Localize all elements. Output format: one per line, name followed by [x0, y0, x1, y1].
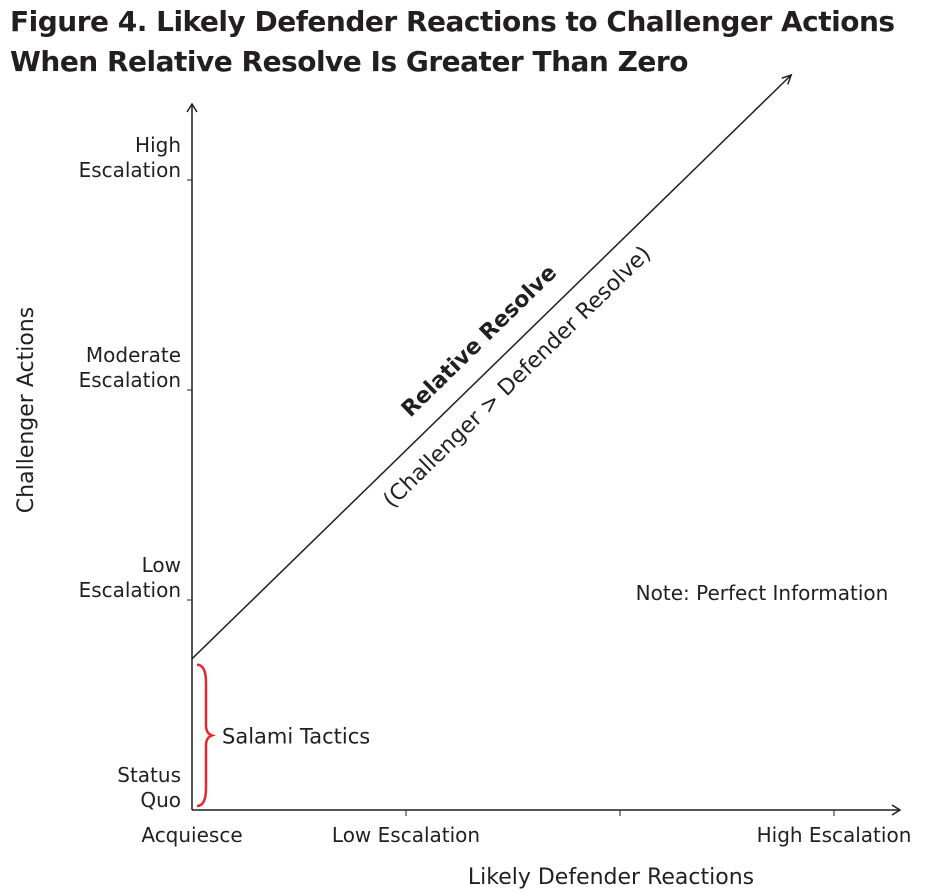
y-tick-label-line: Quo — [140, 788, 181, 812]
x-axis-label: Likely Defender Reactions — [468, 865, 754, 890]
y-tick-label-line: Moderate — [86, 343, 181, 367]
salami-tactics-label: Salami Tactics — [222, 724, 370, 748]
chart-title: Figure 4. Likely Defender Reactions to C… — [10, 2, 930, 82]
y-tick-label-line: Status — [117, 763, 181, 787]
y-tick-label-line: Escalation — [79, 158, 181, 182]
y-tick-label-line: Low — [142, 553, 181, 577]
ticks: Acquiesce Low Escalation High EscalationSt… — [79, 133, 912, 847]
y-tick-label: Low Escalation — [79, 553, 181, 602]
chart-title-line-1: Figure 4. Likely Defender Reactions to C… — [10, 5, 895, 38]
y-tick-label-line: Escalation — [79, 368, 181, 392]
y-tick-label: Status Quo — [117, 763, 181, 812]
resolve-line — [191, 74, 792, 660]
axes — [186, 102, 902, 816]
resolve-line-arrowhead — [781, 73, 793, 85]
resolve-line-sublabel: (Challenger > Defender Resolve) — [379, 242, 656, 514]
x-axis-arrowhead — [891, 804, 902, 816]
x-tick-label: Acquiesce — [141, 823, 242, 847]
y-tick-label: Moderate Escalation — [79, 343, 181, 392]
note-text: Note: Perfect Information — [636, 581, 889, 605]
salami-tactics-brace — [196, 663, 216, 808]
y-tick-label: High Escalation — [79, 133, 181, 182]
x-tick-label: Low Escalation — [332, 823, 480, 847]
y-axis-label: Challenger Actions — [14, 307, 39, 513]
y-tick-label-line: High — [135, 133, 181, 157]
x-tick-label: High Escalation — [757, 823, 912, 847]
series: Relative Resolve(Challenger > Defender R… — [191, 73, 793, 808]
y-tick-label-line: Escalation — [79, 578, 181, 602]
y-axis-arrowhead — [186, 102, 198, 113]
chart-title-line-2: When Relative Resolve Is Greater Than Ze… — [10, 45, 688, 78]
